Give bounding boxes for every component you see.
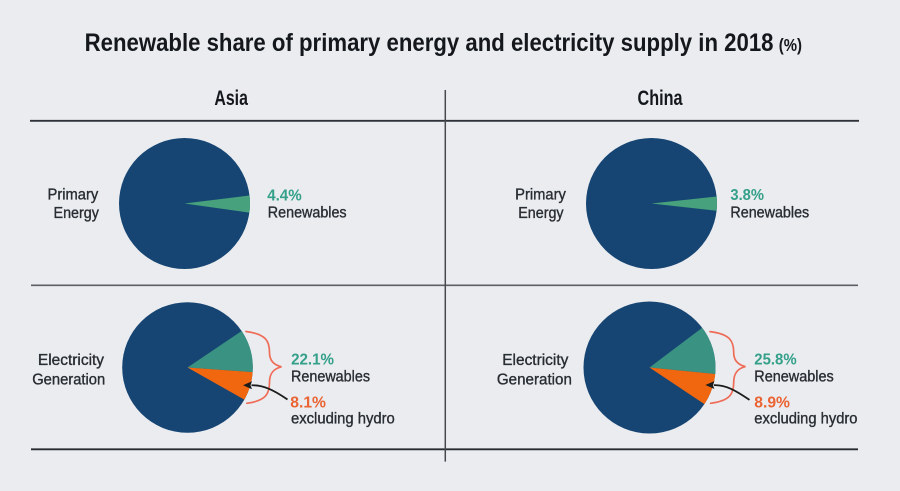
svg-text:Renewables: Renewables — [268, 204, 347, 221]
svg-text:Renewables: Renewables — [754, 369, 834, 386]
svg-text:Electricity: Electricity — [38, 352, 104, 369]
svg-text:Generation: Generation — [32, 371, 105, 388]
svg-text:8.9%: 8.9% — [754, 394, 790, 411]
svg-text:excluding hydro: excluding hydro — [291, 411, 395, 428]
svg-text:Energy: Energy — [54, 205, 100, 222]
svg-text:Asia: Asia — [214, 87, 248, 110]
svg-text:Renewables: Renewables — [730, 205, 809, 222]
svg-text:Primary: Primary — [48, 187, 99, 204]
svg-text:8.1%: 8.1% — [290, 394, 326, 411]
svg-text:(%): (%) — [779, 35, 802, 55]
svg-text:China: China — [638, 87, 683, 110]
svg-text:Generation: Generation — [497, 371, 572, 388]
svg-text:3.8%: 3.8% — [730, 187, 764, 204]
svg-text:Primary: Primary — [515, 187, 566, 204]
svg-text:Renewables: Renewables — [291, 369, 370, 386]
svg-text:4.4%: 4.4% — [267, 187, 302, 204]
svg-text:22.1%: 22.1% — [291, 351, 334, 368]
svg-text:Electricity: Electricity — [502, 352, 568, 369]
svg-text:Energy: Energy — [518, 205, 564, 222]
svg-text:25.8%: 25.8% — [754, 351, 797, 368]
svg-text:excluding hydro: excluding hydro — [754, 411, 857, 428]
svg-text:Renewable share of primary ene: Renewable share of primary energy and el… — [85, 29, 774, 57]
